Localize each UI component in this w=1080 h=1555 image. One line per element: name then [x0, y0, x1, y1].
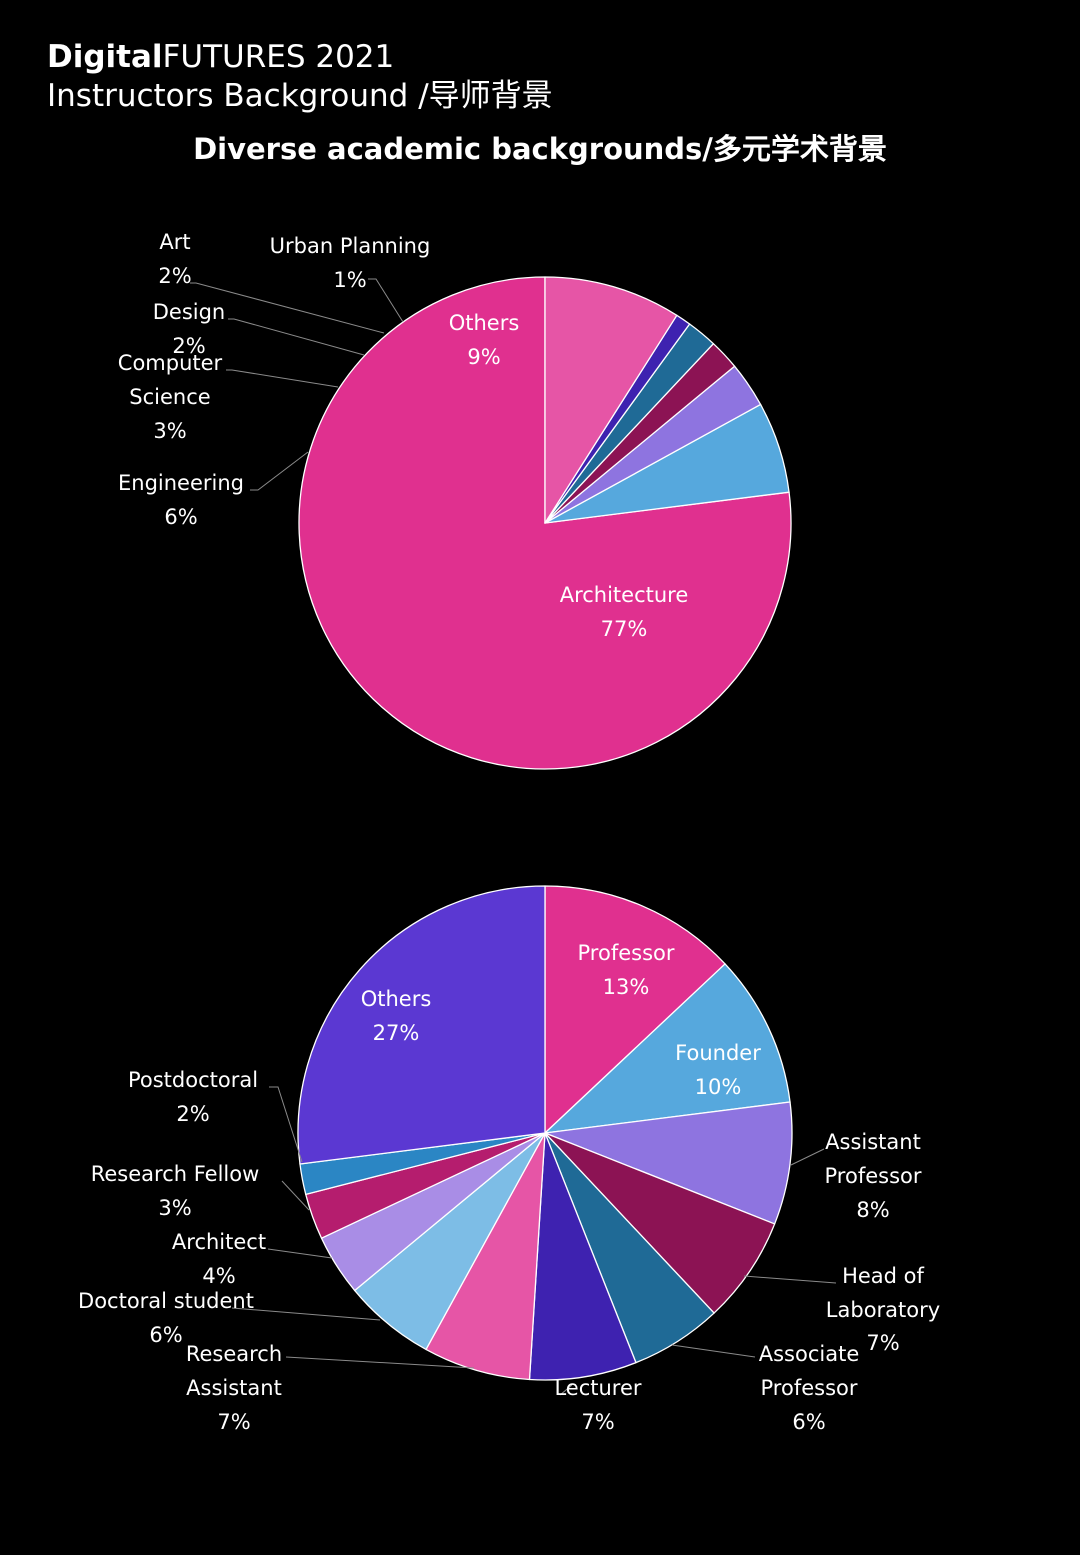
leader-line-architect	[267, 1248, 333, 1259]
slice-label-design: Design	[153, 300, 226, 324]
slice-value-professor: 13%	[603, 975, 650, 999]
leader-line-urban-planning	[368, 278, 404, 323]
slice-label-research-fellow: Research Fellow	[91, 1162, 260, 1186]
slice-label-professor: Professor	[578, 941, 675, 965]
pie-chart-2: Professor 13% Founder 10% Assistant Professor…	[78, 885, 940, 1434]
slice-value-head-of-laboratory: 7%	[866, 1331, 899, 1355]
chart-title: Diverse academic backgrounds/多元学术背景	[193, 132, 887, 166]
slice-label-head-of-laboratory: Head of Laboratory	[826, 1264, 940, 1322]
pie-slice-others	[544, 276, 678, 524]
slice-value-architect: 4%	[202, 1264, 235, 1288]
slice-label-computer-science: Computer Science	[118, 351, 223, 409]
slice-value-lecturer: 7%	[581, 1410, 614, 1434]
pie-slice-professor	[544, 885, 726, 1134]
pie-slice-research-assistant	[425, 1132, 546, 1381]
leader-line-design	[228, 318, 365, 356]
pie-slice-lecturer	[528, 1132, 637, 1381]
slice-value-associate-professor: 6%	[792, 1410, 825, 1434]
slice-label-others: Others	[361, 987, 432, 1011]
pie-slice-head-of-laboratory	[544, 1132, 776, 1314]
pie-chart-1: Architecture 77% Engineering 6% Computer Scie…	[118, 230, 792, 770]
leader-line-assistant-professor	[790, 1148, 825, 1166]
slice-label-research-assistant: Research Assistant	[186, 1342, 282, 1400]
slice-label-others: Others	[449, 311, 520, 335]
brand-bold: Digital	[47, 39, 163, 75]
slice-label-founder: Founder	[675, 1041, 761, 1065]
slice-label-postdoctoral: Postdoctoral	[128, 1068, 258, 1092]
slice-value-others: 27%	[373, 1021, 420, 1045]
header: DigitalFUTURES 2021 Instructors Backgrou…	[47, 38, 553, 116]
page-subtitle: Instructors Background /导师背景	[47, 78, 553, 114]
slice-value-architecture: 77%	[601, 617, 648, 641]
leader-line-art	[190, 282, 385, 334]
pie-slice-founder	[544, 963, 791, 1134]
leader-line-head-of-laboratory	[743, 1275, 837, 1284]
slice-label-assistant-professor: Assistant Professor	[825, 1130, 922, 1188]
slice-label-associate-professor: Associate Professor	[759, 1342, 860, 1400]
slice-value-assistant-professor: 8%	[856, 1198, 889, 1222]
leader-line-associate-professor	[671, 1344, 756, 1358]
slice-label-urban-planning: Urban Planning	[270, 234, 431, 258]
slice-label-architect: Architect	[172, 1230, 266, 1254]
slice-label-engineering: Engineering	[118, 471, 244, 495]
leader-line-computer-science	[226, 369, 339, 388]
leader-line-lecturer	[559, 1384, 573, 1396]
slice-value-design: 2%	[172, 334, 205, 358]
brand-rest: FUTURES 2021	[162, 39, 395, 75]
slice-label-doctoral-student: Doctoral student	[78, 1289, 254, 1313]
slice-value-doctoral-student: 6%	[149, 1323, 182, 1347]
slice-value-computer-science: 3%	[153, 419, 186, 443]
pie-slice-others	[297, 885, 546, 1165]
leader-line-postdoctoral	[269, 1086, 303, 1163]
leader-line-engineering	[250, 451, 309, 491]
slice-value-others: 9%	[467, 345, 500, 369]
leader-line-research-fellow	[281, 1180, 310, 1211]
slice-label-art: Art	[159, 230, 190, 254]
slice-value-art: 2%	[158, 264, 191, 288]
slice-value-engineering: 6%	[164, 505, 197, 529]
slice-value-research-fellow: 3%	[158, 1196, 191, 1220]
pie-slice-assistant-professor	[544, 1101, 793, 1225]
slice-label-architecture: Architecture	[560, 583, 689, 607]
slice-value-urban-planning: 1%	[333, 268, 366, 292]
slice-value-postdoctoral: 2%	[176, 1102, 209, 1126]
slice-value-founder: 10%	[695, 1075, 742, 1099]
leader-line-research-assistant	[285, 1356, 475, 1369]
brand-title: DigitalFUTURES 2021	[47, 38, 553, 76]
leader-line-doctoral-student	[231, 1307, 381, 1321]
slice-label-lecturer: Lecturer	[554, 1376, 641, 1400]
slice-value-research-assistant: 7%	[217, 1410, 250, 1434]
